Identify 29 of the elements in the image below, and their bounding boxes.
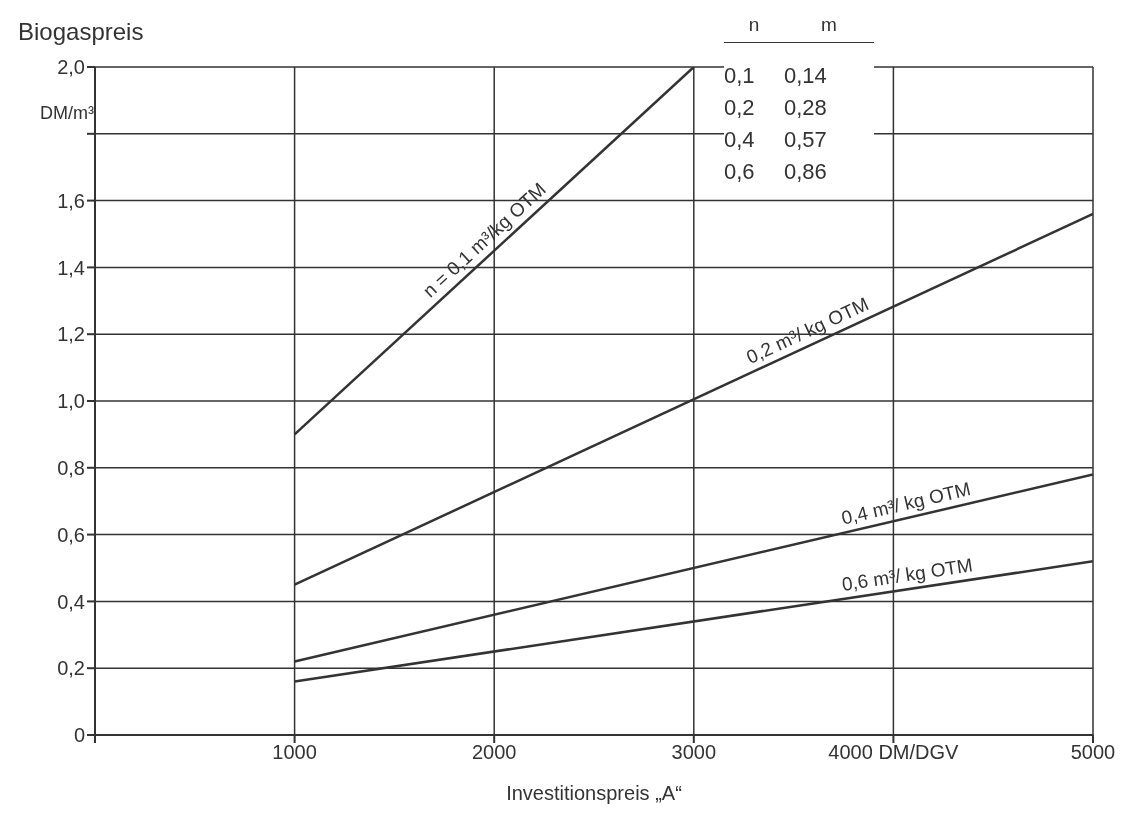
text: m: [784, 14, 874, 43]
x-axis-title: Investitionspreis „A“: [506, 782, 682, 804]
annotation: 0,6: [724, 159, 756, 185]
text: 0,4 m³/ kg OTM: [839, 478, 973, 529]
y-tick-label: 0,4: [57, 590, 85, 613]
x-tick-label: 1000: [272, 741, 317, 764]
x-tick-label: 2000: [471, 741, 517, 764]
y-axis-title: Biogaspreis: [18, 18, 144, 46]
x-tick-label: 5000: [1070, 741, 1116, 764]
annotation: 0,86: [784, 159, 828, 185]
y-tick-label: 0,6: [57, 523, 85, 546]
y-tick-label: 1,6: [57, 189, 85, 212]
y-tick-label: 1,4: [57, 256, 85, 279]
annotation: 0,2: [724, 95, 756, 121]
y-tick-label: 1,0: [57, 390, 85, 413]
text: DM/m³: [39, 103, 94, 124]
text: n: [724, 14, 784, 43]
annotation: 0,57: [784, 127, 828, 153]
x-tick-label: 4000 DM/DGV: [828, 741, 960, 764]
y-tick-label: 0: [73, 724, 85, 747]
x-tick-label: 3000: [671, 741, 717, 764]
annotation: 0,1: [724, 63, 756, 89]
annotation: 0,4: [724, 127, 756, 153]
y-tick-label: 0,8: [57, 456, 85, 479]
y-tick-label: 1,2: [57, 323, 85, 346]
annotation: 0,28: [784, 95, 828, 121]
y-tick-label: 0,2: [57, 657, 85, 680]
y-tick-label: 2,0: [57, 56, 85, 79]
annotation: 0,14: [784, 63, 828, 89]
